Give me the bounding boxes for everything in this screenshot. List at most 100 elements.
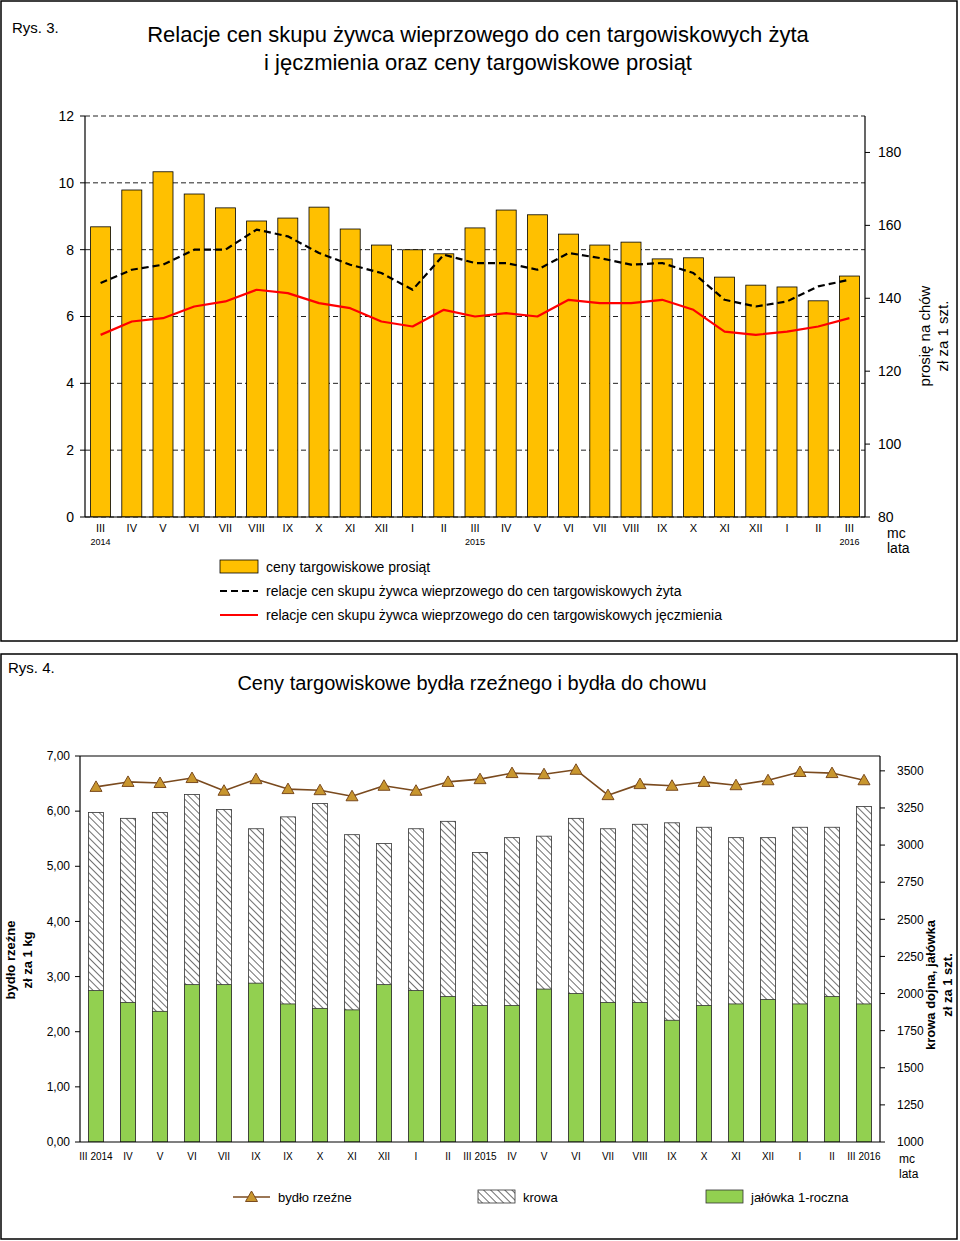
y-tick-label: 3,00 xyxy=(47,970,71,984)
marker xyxy=(762,774,774,785)
x-tick-label: XI xyxy=(345,522,355,534)
marker xyxy=(122,776,134,787)
bar xyxy=(746,285,766,517)
x-tick-label: V xyxy=(157,1151,164,1162)
plot-area xyxy=(91,172,860,517)
x-tick-label-part: 2014 xyxy=(91,537,111,547)
bar xyxy=(313,1008,328,1142)
bar xyxy=(473,853,488,1143)
x-tick-label-part: VII xyxy=(218,1151,230,1162)
series-line xyxy=(96,770,864,796)
bar xyxy=(569,994,584,1142)
y-tick-label: 6,00 xyxy=(47,804,71,818)
marker xyxy=(282,783,294,794)
x-tick-label-part: V xyxy=(157,1151,164,1162)
x-tick-label: IX xyxy=(283,522,294,534)
x-tick-label-part: IX xyxy=(667,1151,677,1162)
bar xyxy=(505,838,520,1142)
bar xyxy=(857,1004,872,1142)
chart-title: Ceny targowiskowe bydła rzeźnego i bydła… xyxy=(237,672,706,694)
x-tick-label-part: IV xyxy=(501,522,512,534)
x-tick-label: I xyxy=(411,522,414,534)
background xyxy=(0,0,960,1241)
y-tick-label: 12 xyxy=(58,108,74,124)
chart-title: i jęczmienia oraz ceny targowiskowe pros… xyxy=(264,50,692,75)
legend-marker xyxy=(246,1191,258,1202)
y-tick-label: 2,00 xyxy=(47,1025,71,1039)
y2-tick-label: 120 xyxy=(878,363,902,379)
bar xyxy=(278,218,298,517)
y2-tick xyxy=(880,1142,885,1143)
y-tick xyxy=(80,182,85,183)
x-tick-label-part: VI xyxy=(563,522,573,534)
bar xyxy=(441,997,456,1142)
x-tick-label-part: VII xyxy=(219,522,232,534)
marker xyxy=(666,780,678,791)
x-tick-label-part: XII xyxy=(375,522,388,534)
legend-swatch xyxy=(220,560,258,573)
x-tick-label: VIII xyxy=(623,522,640,534)
bar xyxy=(247,221,267,517)
bar xyxy=(441,821,456,1142)
y2-tick xyxy=(865,225,870,226)
y2-tick-label: 80 xyxy=(878,509,894,525)
bar xyxy=(496,210,516,517)
x-tick-label-part: IV xyxy=(507,1151,517,1162)
y-tick xyxy=(75,866,80,867)
x-tick-label: VII xyxy=(602,1151,614,1162)
x-tick-label-part: XI xyxy=(345,522,355,534)
bar xyxy=(729,1004,744,1142)
y-tick-label: 8 xyxy=(66,242,74,258)
marker xyxy=(698,776,710,787)
y-tick-label: 0,00 xyxy=(47,1135,71,1149)
x-axis-label-part: lata xyxy=(899,1167,919,1181)
bar xyxy=(409,829,424,1142)
bar xyxy=(185,985,200,1142)
y2-tick xyxy=(880,882,885,883)
bar xyxy=(839,276,859,517)
x-tick-label: III2016 xyxy=(839,522,859,547)
bar xyxy=(683,258,703,517)
x-tick-label-part: III xyxy=(470,522,479,534)
y2-tick-label: 2500 xyxy=(897,913,924,927)
y-tick xyxy=(80,249,85,250)
bar xyxy=(857,806,872,1142)
x-axis-label-part: mc xyxy=(887,525,906,541)
marker xyxy=(410,785,422,796)
x-tick-label-part: XII xyxy=(749,522,762,534)
y2-tick-label: 2250 xyxy=(897,950,924,964)
x-tick-label: IV xyxy=(127,522,138,534)
x-tick-label: V xyxy=(159,522,167,534)
bar xyxy=(569,818,584,1142)
y-tick xyxy=(75,921,80,922)
marker xyxy=(602,789,614,800)
legend-item: jałówka 1-roczna xyxy=(706,1190,849,1205)
x-tick-label-part: V xyxy=(534,522,542,534)
x-tick-label: VI xyxy=(571,1151,580,1162)
y2-tick-label: 160 xyxy=(878,217,902,233)
plot-area xyxy=(89,764,872,1142)
bar xyxy=(281,1004,296,1142)
y2-tick-label: 3000 xyxy=(897,838,924,852)
x-tick-label-part: IX xyxy=(657,522,668,534)
marker xyxy=(378,780,390,791)
marker xyxy=(474,773,486,784)
panel-border xyxy=(1,1,957,641)
bar xyxy=(537,989,552,1142)
y2-tick xyxy=(880,956,885,957)
y2-tick-label: 3500 xyxy=(897,764,924,778)
x-tick-label-part: VIII xyxy=(623,522,640,534)
x-tick-label: IX xyxy=(667,1151,677,1162)
x-tick-label: V xyxy=(541,1151,548,1162)
x-tick-label-part: V xyxy=(159,522,167,534)
bar xyxy=(559,234,579,517)
x-tick-label: X xyxy=(701,1151,708,1162)
bar xyxy=(122,190,142,517)
x-tick-label: XII xyxy=(749,522,762,534)
x-tick-label-part: X xyxy=(701,1151,708,1162)
y-tick xyxy=(80,450,85,451)
legend-swatch xyxy=(220,614,258,616)
y-tick-label: 4,00 xyxy=(47,915,71,929)
x-axis xyxy=(85,516,865,517)
y-tick xyxy=(80,116,85,117)
